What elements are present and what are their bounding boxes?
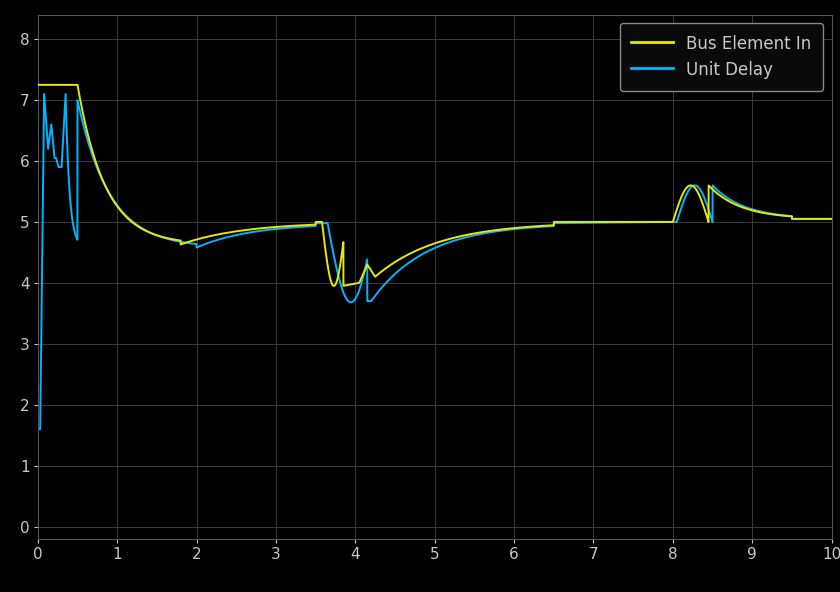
Legend: Bus Element In, Unit Delay: Bus Element In, Unit Delay xyxy=(620,23,823,91)
